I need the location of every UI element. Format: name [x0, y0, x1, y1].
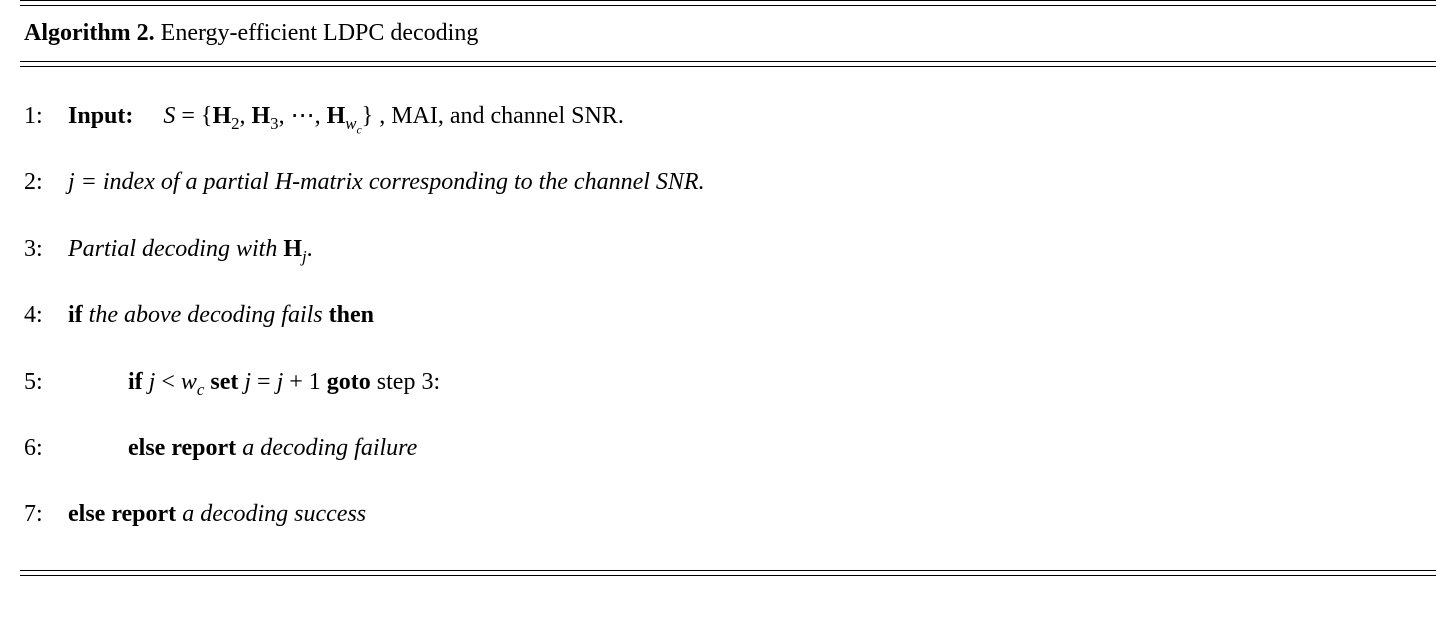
var-j: j [244, 369, 251, 395]
bottom-rule-2 [20, 575, 1436, 576]
line-content: Partial decoding with Hj. [68, 230, 1432, 268]
lt: < [155, 369, 181, 395]
line-number: 4: [24, 296, 68, 334]
sep: , [240, 103, 252, 129]
sub: 2 [231, 114, 239, 133]
close-brace: } [362, 103, 374, 129]
line-content: if j < wc set j = j + 1 goto step 3: [68, 363, 1432, 401]
algo-line: 1: Input: S = {H2, H3, ⋯, Hwc} , MAI, an… [20, 83, 1436, 149]
var-w: w [181, 369, 197, 395]
text: = index of a partial H-matrix correspond… [75, 169, 705, 195]
var-S: S [163, 103, 175, 129]
algo-line: 3: Partial decoding with Hj. [20, 216, 1436, 282]
line-content: Input: S = {H2, H3, ⋯, Hwc} , MAI, and c… [68, 97, 1432, 135]
keyword-else-report: else report [128, 435, 242, 461]
text: Partial decoding with [68, 236, 283, 262]
text: = { [175, 103, 212, 129]
line-number: 3: [24, 230, 68, 268]
line-content: j = index of a partial H-matrix correspo… [68, 163, 1432, 201]
text: a decoding success [182, 501, 366, 527]
sub: wc [345, 114, 361, 133]
tail-text: , MAI, and channel SNR. [373, 103, 624, 129]
line-number: 2: [24, 163, 68, 201]
algo-line: 4: if the above decoding fails then [20, 282, 1436, 348]
keyword-if: if [68, 302, 89, 328]
step-ref: step 3: [377, 369, 440, 395]
line-number: 7: [24, 495, 68, 533]
line-content: else report a decoding success [68, 495, 1432, 533]
algo-line: 5: if j < wc set j = j + 1 goto step 3: [20, 349, 1436, 415]
keyword-set: set [204, 369, 244, 395]
var-j: j [68, 169, 75, 195]
plus-one: + 1 [283, 369, 321, 395]
line-content: if the above decoding fails then [68, 296, 1432, 334]
matrix-H2: H [212, 103, 231, 129]
period: . [307, 236, 313, 262]
matrix-H3: H [252, 103, 271, 129]
cond-text: the above decoding fails [89, 302, 323, 328]
keyword-if: if [128, 369, 149, 395]
line-number: 5: [24, 363, 68, 401]
sub-w: w [345, 114, 356, 133]
algorithm-body: 1: Input: S = {H2, H3, ⋯, Hwc} , MAI, an… [20, 67, 1436, 570]
keyword-then: then [323, 302, 374, 328]
algorithm-block: Algorithm 2. Energy-efficient LDPC decod… [0, 0, 1456, 576]
text: a decoding failure [242, 435, 417, 461]
matrix-Hwc: H [327, 103, 346, 129]
sep: , ⋯, [279, 103, 327, 129]
matrix-Hj: H [283, 236, 302, 262]
algo-line: 7: else report a decoding success [20, 481, 1436, 547]
sub: 3 [270, 114, 278, 133]
keyword-input: Input: [68, 103, 133, 129]
algorithm-number: Algorithm 2. [24, 20, 155, 46]
keyword-else-report: else report [68, 501, 182, 527]
line-number: 1: [24, 97, 68, 135]
algo-line: 2: j = index of a partial H-matrix corre… [20, 149, 1436, 215]
line-content: else report a decoding failure [68, 429, 1432, 467]
line-number: 6: [24, 429, 68, 467]
algorithm-title: Energy-efficient LDPC decoding [155, 20, 479, 46]
algo-line: 6: else report a decoding failure [20, 415, 1436, 481]
keyword-goto: goto [321, 369, 377, 395]
algorithm-title-row: Algorithm 2. Energy-efficient LDPC decod… [20, 6, 1436, 61]
eq: = [251, 369, 277, 395]
